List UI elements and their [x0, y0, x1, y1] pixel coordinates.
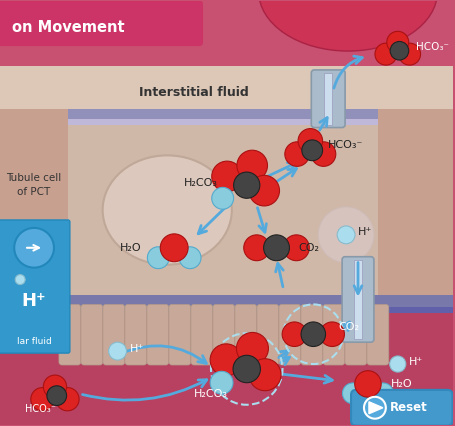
Circle shape	[283, 235, 308, 261]
Bar	[0, 309, 452, 425]
FancyBboxPatch shape	[81, 305, 102, 365]
Circle shape	[15, 275, 25, 285]
FancyBboxPatch shape	[168, 305, 190, 365]
Text: H⁺: H⁺	[129, 344, 143, 354]
FancyBboxPatch shape	[0, 0, 202, 46]
Circle shape	[398, 43, 420, 65]
Text: lar fluid: lar fluid	[17, 337, 51, 345]
FancyBboxPatch shape	[344, 305, 366, 365]
Circle shape	[147, 247, 169, 269]
FancyBboxPatch shape	[300, 305, 322, 365]
Circle shape	[14, 228, 54, 268]
Circle shape	[354, 371, 380, 397]
FancyBboxPatch shape	[234, 305, 256, 365]
Text: Interstitial fluid: Interstitial fluid	[139, 86, 248, 99]
FancyBboxPatch shape	[125, 305, 147, 365]
FancyBboxPatch shape	[278, 305, 300, 365]
Polygon shape	[368, 402, 382, 414]
Circle shape	[211, 187, 233, 209]
Bar	[0, 109, 68, 299]
FancyBboxPatch shape	[256, 305, 278, 365]
Circle shape	[282, 322, 306, 346]
Circle shape	[236, 150, 267, 181]
Circle shape	[363, 397, 385, 419]
Circle shape	[300, 322, 325, 346]
Circle shape	[160, 234, 188, 262]
Text: HCO₃⁻: HCO₃⁻	[415, 42, 448, 52]
FancyBboxPatch shape	[212, 305, 234, 365]
Circle shape	[210, 371, 233, 394]
Circle shape	[236, 332, 268, 364]
Circle shape	[372, 383, 393, 404]
Text: Tubule cell
of PCT: Tubule cell of PCT	[6, 173, 61, 197]
Circle shape	[31, 388, 54, 411]
Ellipse shape	[102, 155, 231, 265]
Circle shape	[301, 140, 322, 161]
Bar	[0, 66, 452, 141]
Circle shape	[43, 375, 66, 398]
FancyBboxPatch shape	[0, 220, 70, 353]
Text: HCO₃⁻: HCO₃⁻	[25, 404, 56, 414]
Text: on Movement: on Movement	[12, 20, 125, 35]
Text: HCO₃⁻: HCO₃⁻	[328, 141, 363, 150]
FancyBboxPatch shape	[366, 305, 388, 365]
Circle shape	[47, 386, 66, 406]
FancyBboxPatch shape	[191, 305, 212, 365]
Circle shape	[311, 142, 335, 166]
Bar	[0, 118, 452, 124]
Circle shape	[233, 172, 259, 198]
Bar	[0, 123, 452, 299]
Text: Reset: Reset	[389, 401, 427, 414]
FancyBboxPatch shape	[311, 70, 344, 127]
FancyBboxPatch shape	[103, 305, 125, 365]
FancyBboxPatch shape	[350, 390, 451, 426]
Bar	[0, 1, 452, 76]
Circle shape	[108, 342, 126, 360]
Circle shape	[179, 247, 201, 269]
Text: H₂O: H₂O	[390, 379, 411, 389]
Bar	[0, 296, 452, 309]
Text: H₂O: H₂O	[119, 243, 141, 253]
Circle shape	[243, 235, 269, 261]
Bar	[377, 109, 452, 299]
Circle shape	[298, 129, 322, 153]
Circle shape	[233, 355, 260, 383]
Text: CO₂: CO₂	[298, 243, 318, 253]
Circle shape	[389, 356, 405, 372]
Circle shape	[389, 41, 408, 60]
Circle shape	[248, 359, 280, 391]
FancyBboxPatch shape	[59, 305, 81, 365]
Circle shape	[386, 32, 408, 53]
Bar	[0, 109, 452, 121]
Text: H⁺: H⁺	[357, 227, 371, 237]
Circle shape	[342, 383, 363, 404]
Bar	[353, 260, 361, 339]
Circle shape	[374, 43, 396, 65]
Text: H⁺: H⁺	[22, 292, 46, 311]
Circle shape	[56, 388, 79, 411]
Circle shape	[318, 207, 373, 263]
Circle shape	[284, 142, 308, 166]
Circle shape	[211, 161, 242, 192]
Bar	[324, 73, 331, 124]
FancyBboxPatch shape	[147, 305, 168, 365]
Circle shape	[210, 344, 242, 376]
Text: H₂CO₃: H₂CO₃	[184, 178, 217, 188]
FancyBboxPatch shape	[322, 305, 344, 365]
Circle shape	[263, 235, 289, 261]
Circle shape	[248, 176, 279, 206]
FancyBboxPatch shape	[341, 257, 373, 342]
Ellipse shape	[258, 0, 436, 51]
Circle shape	[336, 226, 354, 244]
Circle shape	[319, 322, 344, 346]
Text: CO₂: CO₂	[338, 322, 359, 332]
Text: H₂CO₃: H₂CO₃	[194, 389, 228, 399]
Bar	[0, 308, 452, 314]
Text: H⁺: H⁺	[408, 357, 422, 367]
